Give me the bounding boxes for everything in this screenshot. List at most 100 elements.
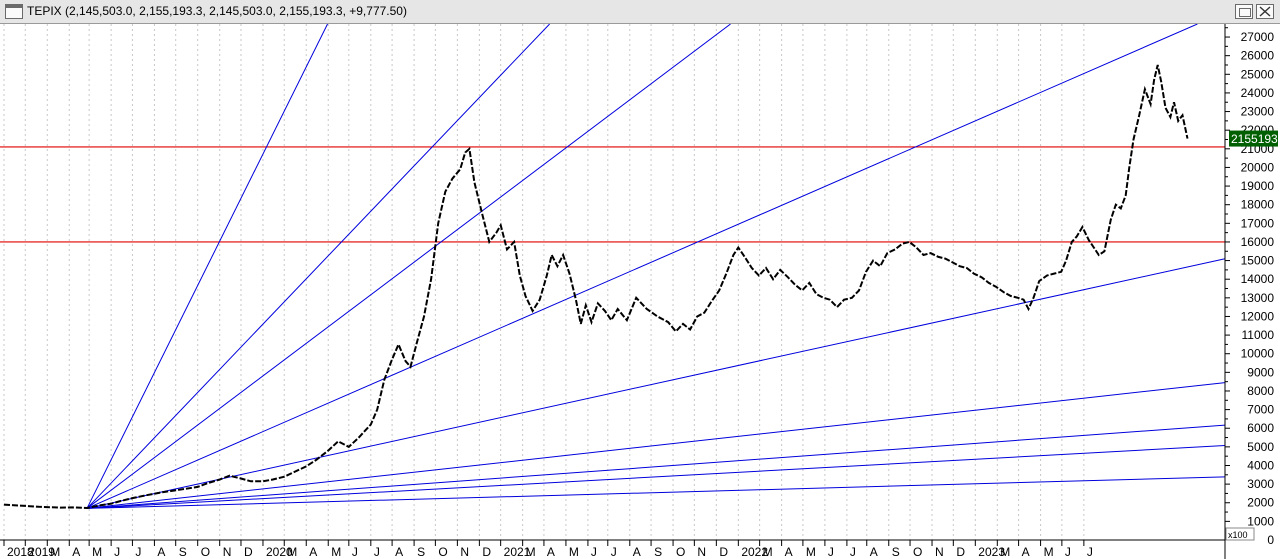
y-tick-label: 8000 [1247, 384, 1274, 398]
window-title: TEPIX (2,145,503.0, 2,155,193.3, 2,145,5… [27, 4, 407, 18]
x-tick-label: O [913, 545, 922, 559]
x-tick-label: N [460, 545, 469, 559]
x-tick-label: J [611, 545, 617, 559]
y-axis: 0 1000 2000 3000 4000 5000 6000 7000 8000 9000 100… [1225, 27, 1275, 547]
y-tick-label: 13000 [1241, 291, 1275, 305]
fan-line [86, 24, 328, 509]
fan-line [86, 476, 1226, 509]
window-titlebar: TEPIX (2,145,503.0, 2,155,193.3, 2,145,5… [0, 0, 1280, 24]
multiplier-box: x100 [1225, 527, 1255, 541]
x-tick-label: M [92, 545, 102, 559]
x-tick-label: A [395, 545, 403, 559]
x-tick-label: 2021 [504, 545, 531, 559]
y-tick-label: 23000 [1241, 105, 1275, 119]
x-tick-label: A [72, 545, 80, 559]
y-tick-label: 12000 [1241, 309, 1275, 323]
x-tick-label: J [135, 545, 141, 559]
fan-line [86, 24, 550, 509]
x-tick-label: D [482, 545, 491, 559]
price-line [3, 64, 1189, 510]
x-tick-label: A [547, 545, 555, 559]
multiplier-box-bg [1225, 527, 1255, 541]
y-tick-label: 10000 [1241, 347, 1275, 361]
gann-fan [86, 24, 1226, 509]
x-tick-label: A [1022, 545, 1030, 559]
x-tick-label: M [50, 545, 60, 559]
price-flag: 2155193 [1229, 130, 1278, 147]
x-tick-label: A [870, 545, 878, 559]
y-tick-label: 17000 [1241, 216, 1275, 230]
x-tick-label: J [352, 545, 358, 559]
x-tick-label: A [785, 545, 793, 559]
x-tick-label: M [287, 545, 297, 559]
x-tick-label: J [591, 545, 597, 559]
restore-icon[interactable] [1235, 4, 1253, 19]
x-tick-label: M [569, 545, 579, 559]
y-tick-label: 26000 [1241, 49, 1275, 63]
x-tick-label: O [201, 545, 210, 559]
window-menu-icon[interactable] [5, 4, 23, 19]
x-tick-label: J [828, 545, 834, 559]
x-tick-label: N [697, 545, 706, 559]
y-tick-label: 0 [1267, 533, 1274, 547]
y-tick-label: 19000 [1241, 179, 1275, 193]
x-tick-label: N [935, 545, 944, 559]
fan-line [86, 382, 1226, 509]
x-tick-label: D [244, 545, 253, 559]
x-tick-label: 2020 [266, 545, 293, 559]
x-tick-label: 2022 [741, 545, 768, 559]
y-tick-label: 5000 [1247, 440, 1274, 454]
y-tick-label: 2000 [1247, 496, 1274, 510]
fan-line [86, 424, 1226, 509]
x-tick-label: S [417, 545, 425, 559]
x-tick-label: M [1044, 545, 1054, 559]
y-tick-label: 11000 [1242, 328, 1275, 342]
y-tick-label: 24000 [1241, 86, 1275, 100]
close-icon[interactable] [1256, 4, 1274, 19]
x-tick-label: J [1087, 545, 1093, 559]
x-tick-label: A [309, 545, 317, 559]
x-tick-label: 2019 [28, 545, 55, 559]
x-tick-label: J [1065, 545, 1071, 559]
price-flag-text: 2155193 [1231, 132, 1278, 146]
y-tick-label: 25000 [1241, 67, 1275, 81]
x-tick-label: 2018 [7, 545, 34, 559]
y-tick-label: 9000 [1247, 365, 1274, 379]
x-tick-label: O [676, 545, 685, 559]
x-tick-label: 2023 [978, 545, 1005, 559]
chart: 0 1000 2000 3000 4000 5000 6000 7000 8000 9000 100… [0, 24, 1278, 559]
fan-line [86, 24, 731, 509]
y-tick-label: 27000 [1241, 30, 1275, 44]
x-tick-label: S [654, 545, 662, 559]
x-tick-label: J [374, 545, 380, 559]
y-tick-label: 20000 [1241, 160, 1275, 174]
plot-area [0, 24, 1225, 540]
x-tick-label: M [331, 545, 341, 559]
y-tick-label: 4000 [1247, 458, 1274, 472]
y-tick-label: 6000 [1247, 421, 1274, 435]
y-tick-label: 18000 [1241, 198, 1275, 212]
fan-line [86, 444, 1226, 509]
x-tick-label: S [892, 545, 900, 559]
x-tick-label: A [157, 545, 165, 559]
x-tick-label: N [223, 545, 232, 559]
x-tick-label: M [763, 545, 773, 559]
x-tick-label: D [719, 545, 728, 559]
horizontal-levels [0, 146, 1225, 243]
x-tick-label: J [114, 545, 120, 559]
x-tick-label: A [633, 545, 641, 559]
multiplier-label: x100 [1228, 530, 1248, 540]
x-tick-label: M [526, 545, 536, 559]
y-tick-label: 14000 [1241, 272, 1275, 286]
x-tick-label: S [179, 545, 187, 559]
x-tick-label: M [1000, 545, 1010, 559]
x-tick-label: O [438, 545, 447, 559]
y-tick-label: 7000 [1247, 403, 1274, 417]
x-tick-label: M [806, 545, 816, 559]
x-tick-label: J [850, 545, 856, 559]
x-tick-label: D [956, 545, 965, 559]
y-tick-label: 1000 [1247, 514, 1274, 528]
fan-line [86, 258, 1226, 509]
y-tick-label: 3000 [1247, 477, 1274, 491]
